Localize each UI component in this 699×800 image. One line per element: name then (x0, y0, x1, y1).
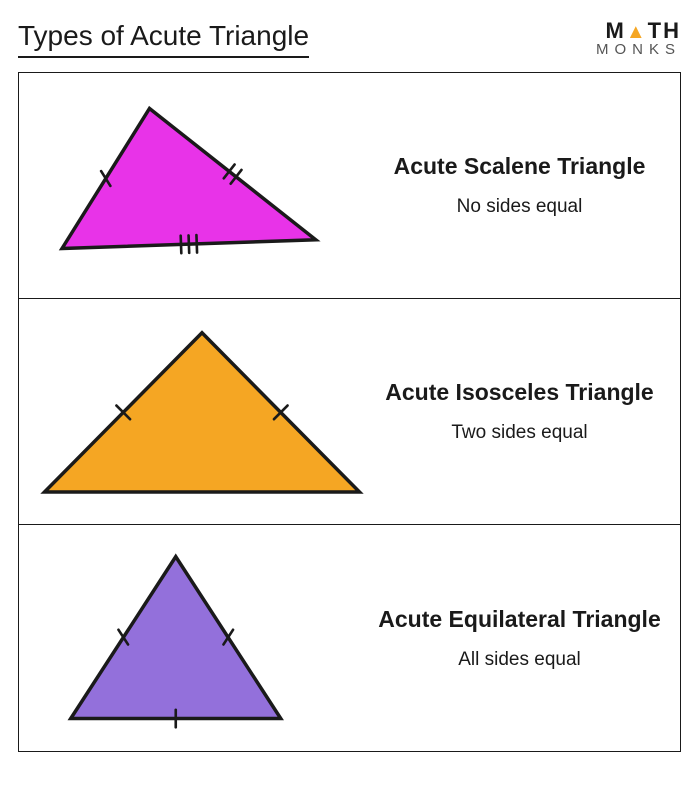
panel-container: Acute Scalene Triangle No sides equal Ac… (18, 72, 681, 752)
triangle-title: Acute Equilateral Triangle (377, 606, 662, 633)
triangle-shape (27, 81, 377, 290)
page-title: Types of Acute Triangle (18, 20, 309, 58)
triangle-description: Two sides equal (377, 422, 662, 444)
logo-line2: MONKS (596, 42, 681, 57)
triangle-shape (27, 533, 377, 743)
logo: M▲TH MONKS (596, 20, 681, 57)
triangle-panel: Acute Isosceles Triangle Two sides equal (19, 299, 680, 525)
triangle-description: No sides equal (377, 196, 662, 218)
triangle-description: All sides equal (377, 649, 662, 671)
logo-line1: M▲TH (596, 20, 681, 42)
header: Types of Acute Triangle M▲TH MONKS (18, 20, 681, 58)
triangle-panel: Acute Scalene Triangle No sides equal (19, 73, 680, 299)
triangle-title: Acute Isosceles Triangle (377, 379, 662, 406)
triangle-text: Acute Isosceles Triangle Two sides equal (377, 379, 672, 444)
triangle-shape (27, 307, 377, 516)
logo-pre: M (606, 18, 626, 43)
triangle-title: Acute Scalene Triangle (377, 153, 662, 180)
triangle-text: Acute Equilateral Triangle All sides equ… (377, 606, 672, 671)
triangle-text: Acute Scalene Triangle No sides equal (377, 153, 672, 218)
triangle-panel: Acute Equilateral Triangle All sides equ… (19, 525, 680, 751)
logo-post: TH (648, 18, 681, 43)
logo-triangle-icon: ▲ (626, 22, 648, 42)
